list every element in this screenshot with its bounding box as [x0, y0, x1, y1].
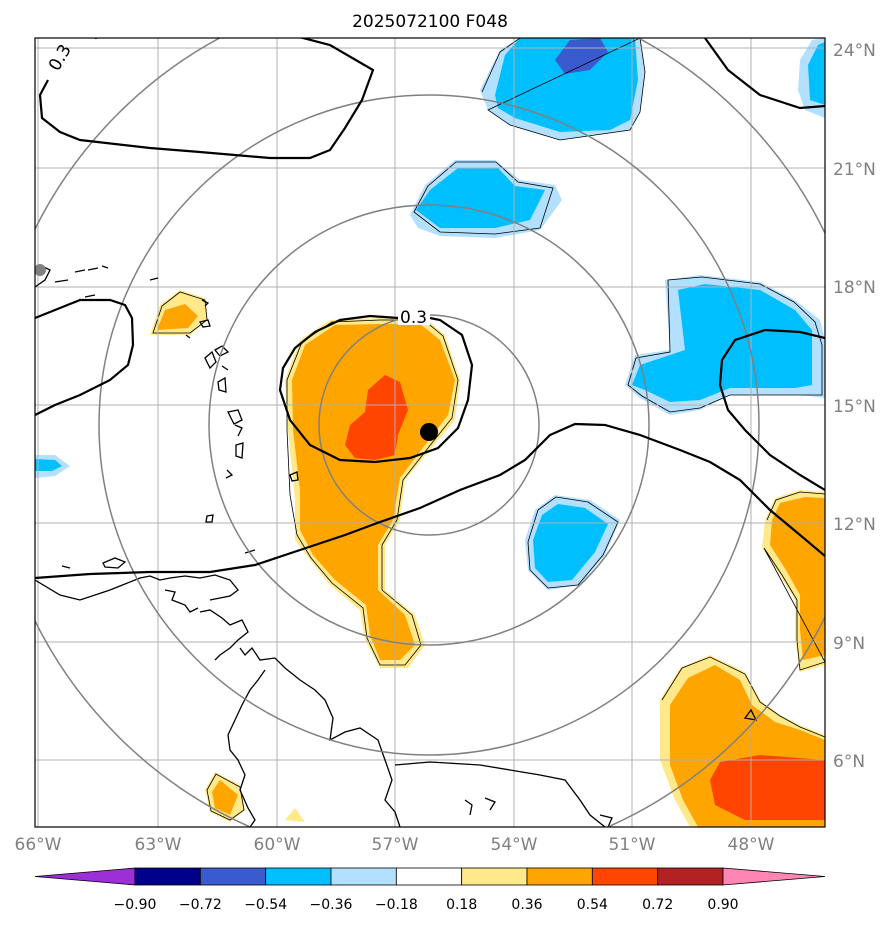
- colorbar-tick-label: −0.54: [244, 897, 287, 913]
- lon-label-51: 51°W: [609, 835, 656, 855]
- lat-label-15: 15°N: [833, 397, 876, 417]
- colorbar-swatch: [265, 867, 332, 886]
- map-area: 0.3 0.3: [35, 38, 825, 827]
- colorbar-tick-label: 0.72: [642, 897, 673, 913]
- storm-center-marker: [420, 423, 438, 441]
- lat-label-9: 9°N: [833, 634, 865, 654]
- colorbar-swatch: [134, 867, 201, 886]
- colorbar-tick-label: −0.90: [114, 897, 157, 913]
- reference-point-marker: [35, 264, 46, 276]
- range-rings: [35, 38, 825, 827]
- colorbar-tick-label: −0.36: [310, 897, 353, 913]
- lon-label-48: 48°W: [728, 835, 775, 855]
- lon-label-57: 57°W: [372, 835, 419, 855]
- positive-anomaly-field: [150, 290, 825, 827]
- colorbar-tick-label: 0.36: [511, 897, 542, 913]
- colorbar-tick-label: 0.18: [446, 897, 477, 913]
- colorbar-tick-labels: −0.90 −0.72 −0.54 −0.36 −0.18 0.18 0.36 0.54 0.7…: [114, 897, 739, 913]
- colorbar-tick-label: −0.72: [179, 897, 222, 913]
- colorbar-tick-label: −0.18: [375, 897, 418, 913]
- colorbar-extend-low: [34, 867, 136, 886]
- lat-label-21: 21°N: [833, 160, 876, 180]
- coastlines: [35, 264, 758, 827]
- contour-lines: [35, 38, 825, 580]
- lat-label-24: 24°N: [833, 41, 876, 61]
- map-title: 2025072100 F048: [352, 12, 508, 32]
- colorbar-tick-label: 0.90: [707, 897, 738, 913]
- colorbar-swatch: [461, 867, 528, 886]
- colorbar-swatch: [395, 867, 463, 886]
- colorbar-swatch: [657, 867, 724, 886]
- colorbar-swatch: [591, 867, 659, 886]
- lon-label-63: 63°W: [135, 835, 182, 855]
- longitude-labels: 66°W 63°W 60°W 57°W 54°W 51°W 48°W: [15, 835, 775, 855]
- lon-label-60: 60°W: [254, 835, 301, 855]
- colorbar-swatch: [526, 867, 593, 886]
- lon-label-66: 66°W: [15, 835, 62, 855]
- colorbar-tick-label: 0.54: [577, 897, 608, 913]
- contour-label-top-left: 0.3: [45, 41, 76, 74]
- contour-label-center: 0.3: [400, 308, 427, 328]
- colorbar-extend-high: [722, 867, 826, 886]
- map-frame: [34, 37, 826, 828]
- colorbar: −0.90 −0.72 −0.54 −0.36 −0.18 0.18 0.36 0.54 0.7…: [34, 867, 826, 913]
- colorbar-swatches: [34, 867, 826, 886]
- lon-label-54: 54°W: [491, 835, 538, 855]
- colorbar-swatch: [199, 867, 267, 886]
- latitude-labels: 24°N 21°N 18°N 15°N 12°N 9°N 6°N: [833, 41, 876, 772]
- lat-label-18: 18°N: [833, 278, 876, 298]
- lat-label-12: 12°N: [833, 515, 876, 535]
- lat-label-6: 6°N: [833, 752, 865, 772]
- colorbar-swatch: [330, 867, 397, 886]
